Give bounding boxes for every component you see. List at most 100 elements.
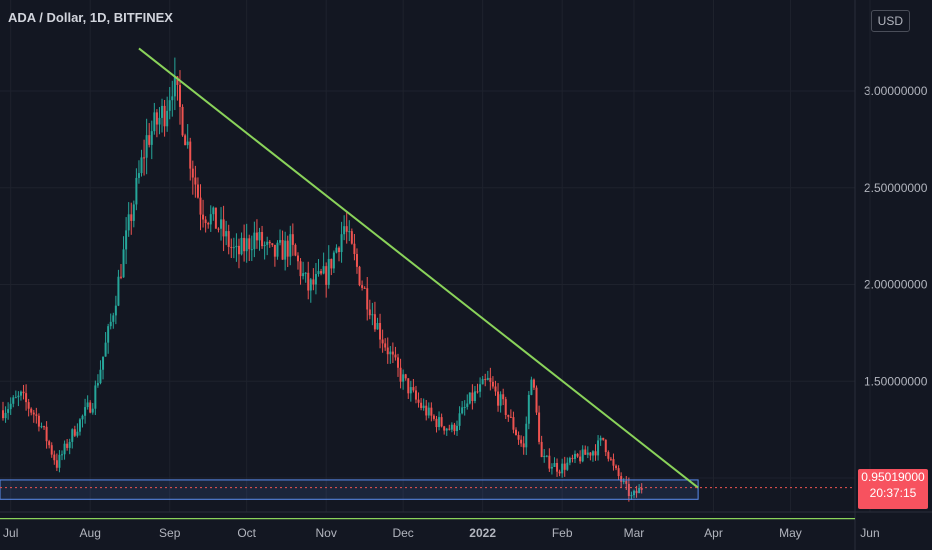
candle-body	[43, 426, 46, 428]
candle-body	[327, 258, 330, 285]
candle-body	[481, 379, 484, 385]
descending-trendline	[138, 47, 699, 489]
candle-body	[22, 391, 25, 394]
candle-body	[430, 407, 433, 416]
candle-body	[471, 392, 474, 401]
candle-body	[158, 117, 161, 125]
candle-body	[76, 431, 79, 436]
candle-body	[640, 488, 643, 490]
currency-button[interactable]: USD	[870, 10, 910, 32]
candle-body	[148, 135, 151, 145]
candle-body	[627, 483, 630, 496]
candle-body	[68, 441, 71, 448]
candle-body	[35, 414, 38, 416]
candle-body	[630, 495, 633, 497]
candle-body	[176, 76, 179, 85]
candle-body	[604, 439, 607, 453]
candle-body	[55, 460, 58, 468]
candle-body	[125, 230, 128, 250]
candle-body	[222, 219, 225, 237]
candle-body	[391, 351, 394, 355]
candle-body	[338, 247, 341, 253]
candle-body	[594, 451, 597, 456]
candle-body	[576, 453, 579, 457]
candle-body	[520, 439, 523, 444]
candle-body	[253, 232, 256, 250]
support-zone	[0, 479, 699, 500]
candle-body	[617, 468, 620, 477]
last-price-value: 0.95019000	[861, 470, 925, 484]
candle-body	[422, 405, 425, 408]
candle-body	[94, 385, 97, 409]
candle-body	[173, 76, 176, 97]
candle-body	[473, 391, 476, 401]
candle-body	[558, 471, 561, 474]
candle-body	[404, 374, 407, 379]
candle-body	[556, 462, 559, 472]
candle-body	[561, 463, 564, 474]
candle-body	[307, 272, 310, 291]
candle-body	[456, 425, 459, 432]
candle-body	[509, 416, 512, 418]
x-tick-label: Oct	[237, 526, 256, 540]
candle-body	[635, 490, 638, 494]
candle-body	[237, 245, 240, 255]
candle-body	[304, 272, 307, 274]
x-tick-label: Mar	[624, 526, 645, 540]
candle-body	[322, 266, 325, 274]
candle-body	[171, 96, 174, 101]
x-tick-label: Jul	[3, 526, 18, 540]
candle-body	[48, 441, 51, 446]
candle-body	[63, 443, 66, 455]
candle-body	[427, 407, 430, 416]
candle-body	[279, 240, 282, 243]
candle-body	[548, 455, 551, 469]
x-tick-label: May	[779, 526, 802, 540]
candle-body	[399, 367, 402, 382]
candle-body	[66, 443, 69, 448]
candle-body	[489, 377, 492, 382]
candle-body	[325, 266, 328, 285]
x-tick-label: Aug	[80, 526, 101, 540]
candle-body	[266, 241, 269, 245]
candle-body	[420, 402, 423, 408]
candle-body	[407, 378, 410, 394]
candle-body	[358, 266, 361, 286]
candle-body	[45, 426, 48, 442]
candle-body	[314, 274, 317, 285]
candle-body	[543, 455, 546, 458]
candle-body	[155, 112, 158, 125]
candle-body	[384, 343, 387, 348]
candle-body	[135, 177, 138, 205]
candle-body	[340, 234, 343, 253]
candle-body	[335, 247, 338, 253]
candle-body	[255, 232, 258, 241]
candle-body	[207, 223, 210, 225]
candle-body	[409, 387, 412, 394]
candle-body	[178, 84, 181, 107]
candle-body	[525, 423, 528, 448]
candle-body	[89, 402, 92, 413]
candle-body	[368, 309, 371, 316]
candle-body	[196, 184, 199, 198]
candle-body	[84, 407, 87, 416]
candle-body	[476, 391, 479, 393]
candle-body	[299, 261, 302, 277]
candle-body	[119, 276, 122, 278]
candle-body	[81, 415, 84, 420]
candle-body	[181, 106, 184, 136]
candle-body	[240, 237, 243, 255]
candle-body	[366, 288, 369, 310]
candle-body	[60, 454, 63, 456]
candle-body	[186, 141, 189, 146]
candle-body	[235, 245, 238, 248]
symbol-title[interactable]: ADA / Dollar, 1D, BITFINEX	[8, 10, 173, 25]
candle-body	[599, 437, 602, 441]
candle-body	[27, 402, 30, 409]
candle-body	[194, 177, 197, 185]
candle-body	[450, 424, 453, 430]
candle-body	[522, 443, 525, 448]
candle-body	[386, 347, 389, 355]
candle-body	[494, 386, 497, 392]
